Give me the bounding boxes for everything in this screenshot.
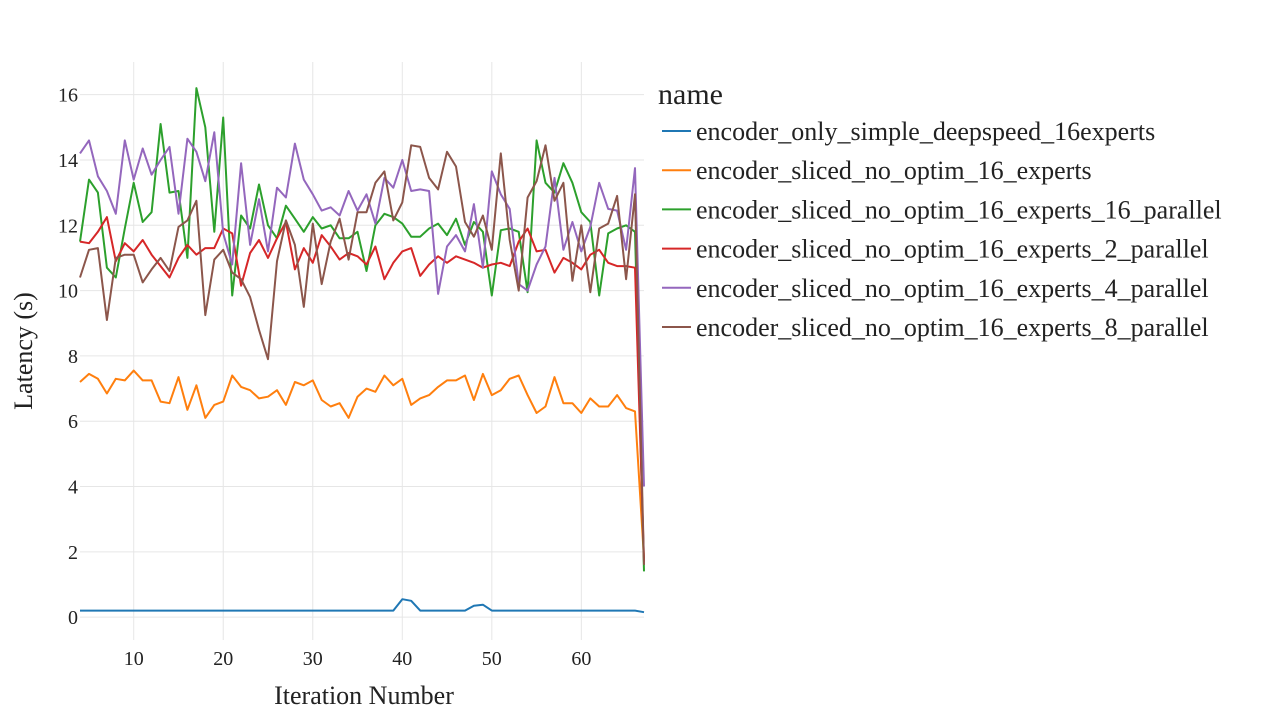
series-line-3 bbox=[79, 87, 645, 572]
y-tick-label: 6 bbox=[68, 411, 78, 433]
legend-item[interactable]: encoder_sliced_no_optim_16_experts_8_par… bbox=[662, 313, 1209, 342]
legend-item[interactable]: encoder_sliced_no_optim_16_experts_2_par… bbox=[662, 235, 1209, 264]
legend-label: encoder_only_simple_deepspeed_16experts bbox=[696, 117, 1155, 146]
y-tick-label: 8 bbox=[68, 346, 78, 368]
x-tick-label: 20 bbox=[213, 648, 233, 670]
legend: name encoder_only_simple_deepspeed_16exp… bbox=[658, 78, 1222, 342]
y-tick-label: 14 bbox=[58, 150, 78, 172]
x-axis-ticks: 10 20 30 40 50 60 bbox=[124, 648, 592, 670]
legend-item[interactable]: encoder_sliced_no_optim_16_experts_4_par… bbox=[662, 274, 1209, 303]
y-tick-label: 16 bbox=[58, 85, 78, 107]
y-axis-ticks: 0 2 4 6 8 10 12 14 16 bbox=[58, 85, 78, 629]
y-tick-label: 2 bbox=[68, 542, 78, 564]
legend-label: encoder_sliced_no_optim_16_experts bbox=[696, 156, 1092, 185]
series-lines bbox=[79, 87, 645, 614]
series-line-5 bbox=[79, 131, 645, 487]
series-line-1 bbox=[80, 598, 645, 614]
x-tick-label: 50 bbox=[482, 648, 502, 670]
series-line-4 bbox=[79, 216, 645, 562]
x-tick-label: 40 bbox=[392, 648, 412, 670]
legend-item[interactable]: encoder_only_simple_deepspeed_16experts bbox=[662, 117, 1155, 146]
legend-item[interactable]: encoder_sliced_no_optim_16_experts_16_pa… bbox=[662, 195, 1222, 224]
y-axis-title: Latency (s) bbox=[9, 292, 38, 410]
y-tick-label: 10 bbox=[58, 281, 78, 303]
y-tick-label: 12 bbox=[58, 215, 78, 237]
grid-lines bbox=[80, 62, 644, 640]
series-line-2 bbox=[79, 369, 645, 559]
x-tick-label: 10 bbox=[124, 648, 144, 670]
x-tick-label: 30 bbox=[303, 648, 323, 670]
x-tick-label: 60 bbox=[571, 648, 591, 670]
legend-label: encoder_sliced_no_optim_16_experts_2_par… bbox=[696, 235, 1209, 264]
legend-label: encoder_sliced_no_optim_16_experts_16_pa… bbox=[696, 195, 1222, 224]
x-axis-title: Iteration Number bbox=[274, 681, 454, 710]
legend-title: name bbox=[658, 78, 723, 111]
y-tick-label: 4 bbox=[68, 477, 78, 499]
y-tick-label: 0 bbox=[68, 607, 78, 629]
legend-label: encoder_sliced_no_optim_16_experts_4_par… bbox=[696, 274, 1209, 303]
series-line-6 bbox=[79, 144, 645, 565]
legend-label: encoder_sliced_no_optim_16_experts_8_par… bbox=[696, 313, 1209, 342]
legend-item[interactable]: encoder_sliced_no_optim_16_experts bbox=[662, 156, 1092, 185]
